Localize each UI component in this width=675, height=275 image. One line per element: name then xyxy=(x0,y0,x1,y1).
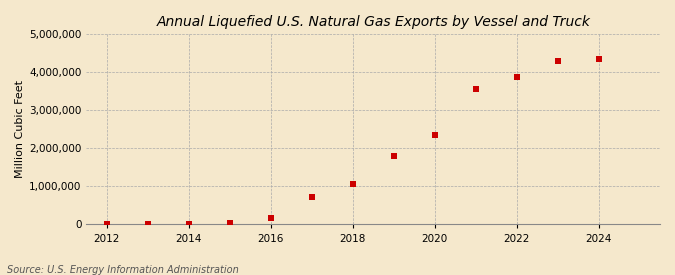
Point xyxy=(388,154,399,158)
Point xyxy=(348,182,358,186)
Title: Annual Liquefied U.S. Natural Gas Exports by Vessel and Truck: Annual Liquefied U.S. Natural Gas Export… xyxy=(157,15,590,29)
Point xyxy=(429,133,440,137)
Point xyxy=(306,195,317,199)
Point xyxy=(552,58,563,63)
Y-axis label: Million Cubic Feet: Million Cubic Feet xyxy=(15,80,25,178)
Point xyxy=(593,56,604,61)
Point xyxy=(224,220,235,225)
Point xyxy=(101,222,112,227)
Point xyxy=(184,221,194,226)
Point xyxy=(511,75,522,79)
Point xyxy=(265,216,276,220)
Point xyxy=(142,222,153,227)
Point xyxy=(470,87,481,91)
Text: Source: U.S. Energy Information Administration: Source: U.S. Energy Information Administ… xyxy=(7,265,238,275)
